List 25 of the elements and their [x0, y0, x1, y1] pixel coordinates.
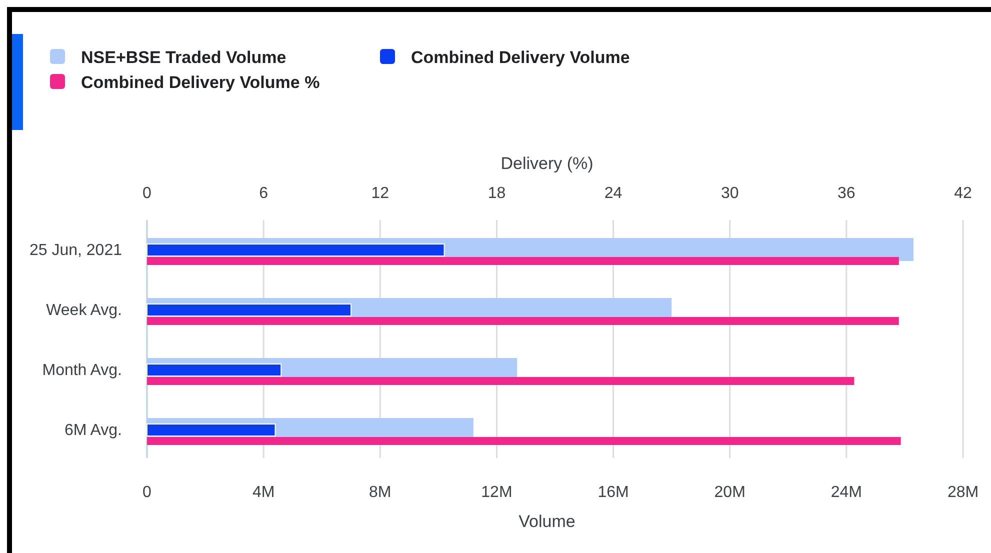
legend-label: Combined Delivery Volume [411, 48, 630, 66]
legend-label: Combined Delivery Volume % [81, 72, 320, 92]
x-tick-label: 20M [714, 484, 746, 500]
x-tick-label: 16M [598, 484, 629, 500]
x-axis-title: Volume [518, 512, 576, 530]
x2-tick-label: 0 [142, 184, 152, 202]
x-tick-label: 24M [830, 484, 862, 500]
x2-tick-label: 24 [604, 184, 622, 202]
x-tick-label: 28M [947, 484, 979, 500]
x-tick-label: 8M [369, 484, 392, 500]
legend-label: NSE+BSE Traded Volume [81, 48, 286, 66]
y-tick-label: Month Avg. [42, 362, 122, 378]
x2-tick-label: 18 [488, 184, 506, 202]
x2-tick-label: 42 [954, 184, 972, 202]
x2-tick-label: 30 [720, 184, 739, 202]
x-tick-label: 0 [142, 484, 152, 500]
x2-tick-label: 12 [371, 184, 390, 202]
x2-tick-label: 36 [838, 184, 856, 202]
y-tick-label: 6M Avg. [64, 422, 122, 438]
x2-tick-label: 6 [259, 184, 268, 202]
x-tick-label: 4M [252, 484, 275, 500]
x-tick-label: 12M [481, 484, 512, 500]
y-tick-label: 25 Jun, 2021 [29, 242, 122, 258]
x2-axis-title: Delivery (%) [500, 154, 594, 172]
y-tick-label: Week Avg. [46, 302, 122, 318]
